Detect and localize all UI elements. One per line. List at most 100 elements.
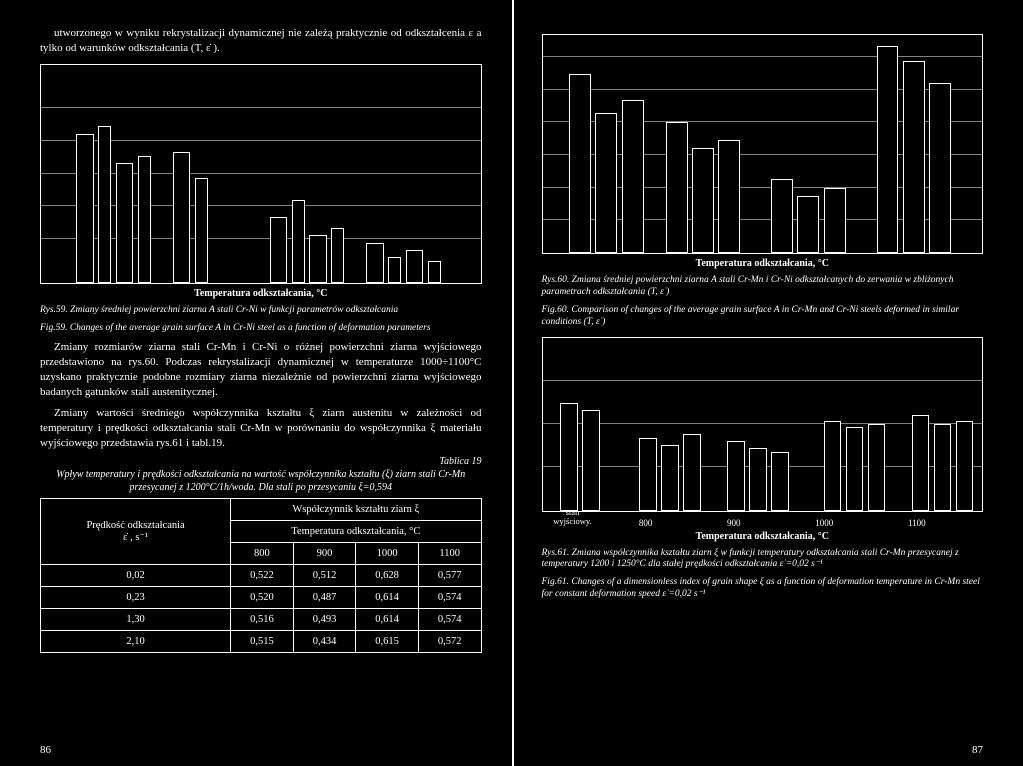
th-rate-l2: ε̇ , s⁻¹ bbox=[123, 532, 148, 543]
th-temp: 1100 bbox=[418, 543, 481, 565]
chart-bar bbox=[929, 83, 951, 253]
td-value: 0,520 bbox=[231, 587, 294, 609]
chart-bar bbox=[749, 448, 767, 510]
chart-bar bbox=[76, 134, 94, 282]
chart-bar bbox=[331, 228, 344, 283]
chart-bar bbox=[406, 250, 424, 283]
chart-bar bbox=[903, 61, 925, 253]
chart-bar bbox=[428, 261, 441, 283]
chart-bar bbox=[569, 74, 591, 253]
td-value: 0,434 bbox=[293, 631, 356, 653]
td-value: 0,487 bbox=[293, 587, 356, 609]
chart-bar bbox=[661, 445, 679, 511]
chart-bar bbox=[846, 427, 864, 510]
fig59-chart bbox=[40, 64, 482, 284]
chart-bar bbox=[956, 421, 974, 511]
td-rate: 0,02 bbox=[41, 565, 231, 587]
td-value: 0,628 bbox=[356, 565, 419, 587]
chart-bar bbox=[727, 441, 745, 510]
chart-bar bbox=[912, 415, 930, 510]
td-rate: 1,30 bbox=[41, 609, 231, 631]
gridline bbox=[543, 56, 983, 57]
fig61-xticks: 800 900 1000 1100 bbox=[542, 516, 984, 528]
table-row: 1,300,5160,4930,6140,574 bbox=[41, 609, 482, 631]
td-value: 0,493 bbox=[293, 609, 356, 631]
table-title: Wpływ temperatury i prędkości odkształca… bbox=[40, 469, 482, 494]
page-number-right: 87 bbox=[972, 744, 983, 756]
chart-bar bbox=[666, 122, 688, 253]
chart-bar bbox=[560, 403, 578, 510]
th-sub: Temperatura odkształcania, °C bbox=[231, 521, 481, 543]
fig61-caption-pl: Rys.61. Zmiana współczynnika kształtu zi… bbox=[542, 548, 984, 572]
xtick: 1100 bbox=[908, 518, 926, 528]
chart-bar bbox=[934, 424, 952, 511]
fig60-caption-pl: Rys.60. Zmiana średniej powierzchni ziar… bbox=[542, 275, 984, 299]
chart-bar bbox=[173, 152, 191, 283]
gridline bbox=[41, 107, 481, 108]
chart-bar bbox=[309, 235, 327, 283]
chart-bar bbox=[824, 421, 842, 511]
table-row: 2,100,5150,4340,6150,572 bbox=[41, 631, 482, 653]
td-value: 0,522 bbox=[231, 565, 294, 587]
chart-bar bbox=[718, 140, 740, 253]
xtick: 800 bbox=[639, 518, 653, 528]
chart-bar bbox=[824, 188, 846, 253]
td-value: 0,577 bbox=[418, 565, 481, 587]
right-page: Temperatura odkształcania, °C Rys.60. Zm… bbox=[512, 0, 1023, 766]
table19: Prędkość odkształcania ε̇ , s⁻¹ Współczy… bbox=[40, 498, 482, 653]
fig61-stan: stan wyjściowy. bbox=[548, 508, 598, 526]
para-3: Zmiany wartości średniego współczynnika … bbox=[40, 406, 482, 451]
td-rate: 0,23 bbox=[41, 587, 231, 609]
chart-bar bbox=[877, 46, 899, 253]
chart-bar bbox=[366, 243, 384, 282]
chart-bar bbox=[138, 156, 151, 282]
chart-bar bbox=[771, 179, 793, 253]
chart-bar bbox=[595, 113, 617, 253]
xtick: 900 bbox=[727, 518, 741, 528]
chart-bar bbox=[292, 200, 305, 283]
para-1: utworzonego w wyniku rekrystalizacji dyn… bbox=[40, 26, 482, 56]
th-temp: 900 bbox=[293, 543, 356, 565]
gridline bbox=[543, 380, 983, 381]
table-row: Prędkość odkształcania ε̇ , s⁻¹ Współczy… bbox=[41, 499, 482, 521]
fig59-axis-label: Temperatura odkształcania, °C bbox=[40, 288, 482, 299]
chart-bar bbox=[98, 126, 111, 283]
td-rate: 2,10 bbox=[41, 631, 231, 653]
xtick: 1000 bbox=[815, 518, 833, 528]
chart-bar bbox=[771, 452, 789, 511]
th-main: Współczynnik kształtu ziarn ξ bbox=[231, 499, 481, 521]
td-value: 0,614 bbox=[356, 587, 419, 609]
chart-bar bbox=[797, 196, 819, 253]
chart-bar bbox=[582, 410, 600, 510]
para-2: Zmiany rozmiarów ziarna stali Cr-Mn i Cr… bbox=[40, 340, 482, 399]
td-value: 0,614 bbox=[356, 609, 419, 631]
th-rate: Prędkość odkształcania ε̇ , s⁻¹ bbox=[41, 499, 231, 565]
chart-bar bbox=[270, 217, 288, 282]
chart-bar bbox=[622, 100, 644, 253]
chart-bar bbox=[639, 438, 657, 511]
td-value: 0,515 bbox=[231, 631, 294, 653]
fig59-caption-en: Fig.59. Changes of the average grain sur… bbox=[40, 323, 482, 335]
td-value: 0,615 bbox=[356, 631, 419, 653]
chart-bar bbox=[868, 424, 886, 511]
th-temp: 800 bbox=[231, 543, 294, 565]
chart-bar bbox=[683, 434, 701, 510]
th-temp: 1000 bbox=[356, 543, 419, 565]
left-page: utworzonego w wyniku rekrystalizacji dyn… bbox=[0, 0, 512, 766]
fig61-caption-en: Fig.61. Changes of a dimensionless index… bbox=[542, 577, 984, 601]
table-row: 0,230,5200,4870,6140,574 bbox=[41, 587, 482, 609]
fig59-caption-pl: Rys.59. Zmiany średniej powierzchni ziar… bbox=[40, 305, 482, 317]
chart-bar bbox=[195, 178, 208, 283]
fig61-axis-label: Temperatura odkształcania, °C bbox=[542, 531, 984, 542]
table-row: 0,020,5220,5120,6280,577 bbox=[41, 565, 482, 587]
chart-bar bbox=[388, 257, 401, 283]
fig60-axis-label: Temperatura odkształcania, °C bbox=[542, 258, 984, 269]
table-number: Tablica 19 bbox=[40, 456, 482, 467]
fig60-caption-en: Fig.60. Comparison of changes of the ave… bbox=[542, 305, 984, 329]
page-number-left: 86 bbox=[40, 744, 51, 756]
td-value: 0,572 bbox=[418, 631, 481, 653]
fig60-chart bbox=[542, 34, 984, 254]
td-value: 0,574 bbox=[418, 609, 481, 631]
td-value: 0,516 bbox=[231, 609, 294, 631]
th-rate-l1: Prędkość odkształcania bbox=[86, 520, 184, 531]
